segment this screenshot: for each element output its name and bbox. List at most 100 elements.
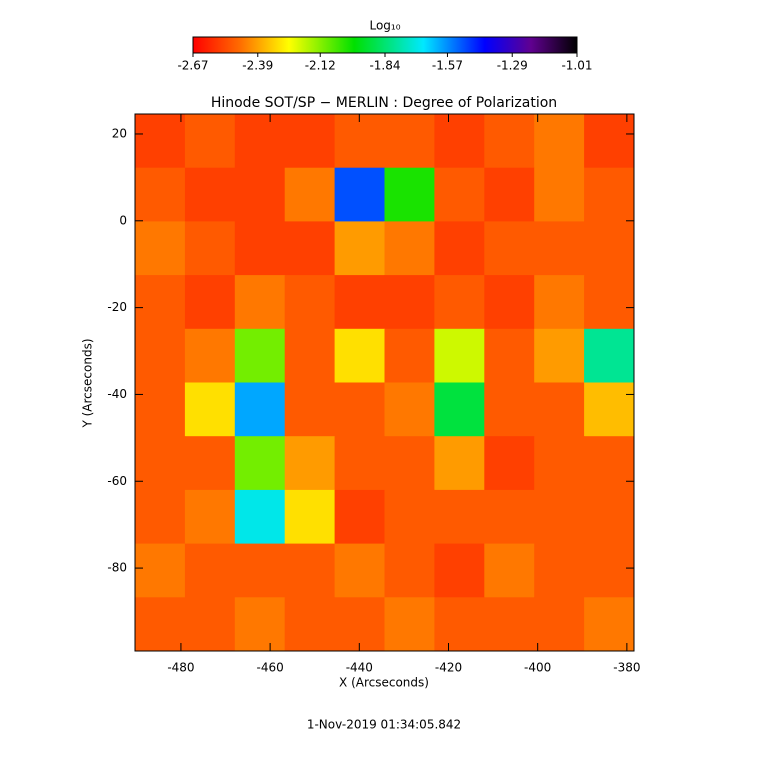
heatmap-cell xyxy=(384,597,435,652)
heatmap-cell xyxy=(434,489,485,545)
heatmap-cell xyxy=(135,543,186,598)
heatmap-cell xyxy=(184,328,236,383)
heatmap-cell xyxy=(384,114,435,169)
heatmap-cell xyxy=(234,114,286,169)
heatmap-cell xyxy=(184,167,236,222)
heatmap-cell xyxy=(384,543,435,598)
colorbar-tick-label: -2.12 xyxy=(305,59,336,73)
heatmap-cell xyxy=(434,275,485,330)
heatmap-cell xyxy=(384,382,435,437)
heatmap-cell xyxy=(234,328,286,383)
colorbar xyxy=(192,36,578,54)
y-tick-label: -40 xyxy=(107,387,127,401)
heatmap-cell xyxy=(184,275,236,330)
heatmap-cell xyxy=(484,167,535,222)
heatmap-cell xyxy=(484,489,535,545)
colorbar-tick-label: -2.67 xyxy=(177,59,208,73)
x-tick-label: -480 xyxy=(167,661,194,675)
heatmap-cell xyxy=(284,597,336,652)
x-tick-label: -440 xyxy=(346,661,373,675)
heatmap-cell xyxy=(135,489,186,545)
heatmap-cell xyxy=(584,543,635,598)
colorbar-tick-label: -1.29 xyxy=(497,59,528,73)
heatmap-cell xyxy=(584,221,635,276)
colorbar-tick-label: -1.84 xyxy=(369,59,400,73)
heatmap-cell xyxy=(484,114,535,169)
heatmap-cell xyxy=(284,436,336,491)
heatmap-cell xyxy=(234,382,286,437)
heatmap-cell xyxy=(484,543,535,598)
heatmap-cell xyxy=(234,275,286,330)
heatmap-cell xyxy=(135,328,186,383)
heatmap-cell xyxy=(484,328,535,383)
heatmap-cell xyxy=(184,114,236,169)
heatmap-cell xyxy=(334,275,385,330)
y-tick-label: 0 xyxy=(119,213,127,227)
heatmap-cell xyxy=(434,436,485,491)
heatmap-cell xyxy=(534,436,585,491)
heatmap-cell xyxy=(534,167,585,222)
heatmap-cell xyxy=(584,597,635,652)
heatmap-cell xyxy=(584,382,635,437)
heatmap-cell xyxy=(135,597,186,652)
heatmap-cell xyxy=(184,382,236,437)
heatmap-cell xyxy=(384,489,435,545)
heatmap-cell xyxy=(334,114,385,169)
heatmap-cell xyxy=(284,543,336,598)
colorbar-tick-label: -1.01 xyxy=(561,59,592,73)
heatmap-cell xyxy=(234,221,286,276)
heatmap-cell xyxy=(284,328,336,383)
timestamp: 1-Nov-2019 01:34:05.842 xyxy=(307,718,461,732)
heatmap-cell xyxy=(484,597,535,652)
heatmap-cell xyxy=(334,167,385,222)
heatmap-cell xyxy=(184,597,236,652)
heatmap-cell xyxy=(484,382,535,437)
x-tick-label: -460 xyxy=(257,661,284,675)
heatmap-cell xyxy=(434,543,485,598)
heatmap-cell xyxy=(434,167,485,222)
heatmap-cell xyxy=(584,114,635,169)
heatmap-cell xyxy=(284,114,336,169)
heatmap-cell xyxy=(534,221,585,276)
heatmap-cell xyxy=(284,275,336,330)
colorbar-tick-label: -1.57 xyxy=(432,59,463,73)
x-tick-label: -420 xyxy=(435,661,462,675)
heatmap-cell xyxy=(384,275,435,330)
heatmap-cell xyxy=(334,382,385,437)
heatmap-cell xyxy=(234,167,286,222)
heatmap-cell xyxy=(534,382,585,437)
heatmap-cell xyxy=(534,489,585,545)
heatmap-cell xyxy=(284,382,336,437)
heatmap-cell xyxy=(135,167,186,222)
heatmap-cell xyxy=(384,436,435,491)
heatmap-cell xyxy=(334,328,385,383)
y-axis-label: Y (Arcseconds) xyxy=(81,338,95,428)
heatmap-cell xyxy=(434,597,485,652)
heatmap-cell xyxy=(484,436,535,491)
heatmap-cell xyxy=(584,275,635,330)
heatmap-cell xyxy=(135,221,186,276)
heatmap-cell xyxy=(584,436,635,491)
x-tick-label: -400 xyxy=(524,661,551,675)
heatmap-cell xyxy=(334,597,385,652)
chart-title: Hinode SOT/SP − MERLIN : Degree of Polar… xyxy=(211,95,557,111)
heatmap-cell xyxy=(184,221,236,276)
heatmap-cell xyxy=(384,167,435,222)
heatmap-cell xyxy=(434,328,485,383)
heatmap-cell xyxy=(135,114,186,169)
y-tick-label: 20 xyxy=(112,126,127,140)
heatmap-cell xyxy=(284,489,336,545)
y-tick-label: -80 xyxy=(107,561,127,575)
heatmap-cell xyxy=(135,436,186,491)
heatmap-cell xyxy=(284,167,336,222)
heatmap-cell xyxy=(434,221,485,276)
heatmap-cell xyxy=(334,436,385,491)
heatmap-cell xyxy=(534,328,585,383)
heatmap-cell xyxy=(584,489,635,545)
heatmap-cell xyxy=(484,275,535,330)
y-tick-label: -20 xyxy=(107,300,127,314)
heatmap-cell xyxy=(434,382,485,437)
plot-frame xyxy=(134,113,635,652)
heatmap-cell xyxy=(584,328,635,383)
